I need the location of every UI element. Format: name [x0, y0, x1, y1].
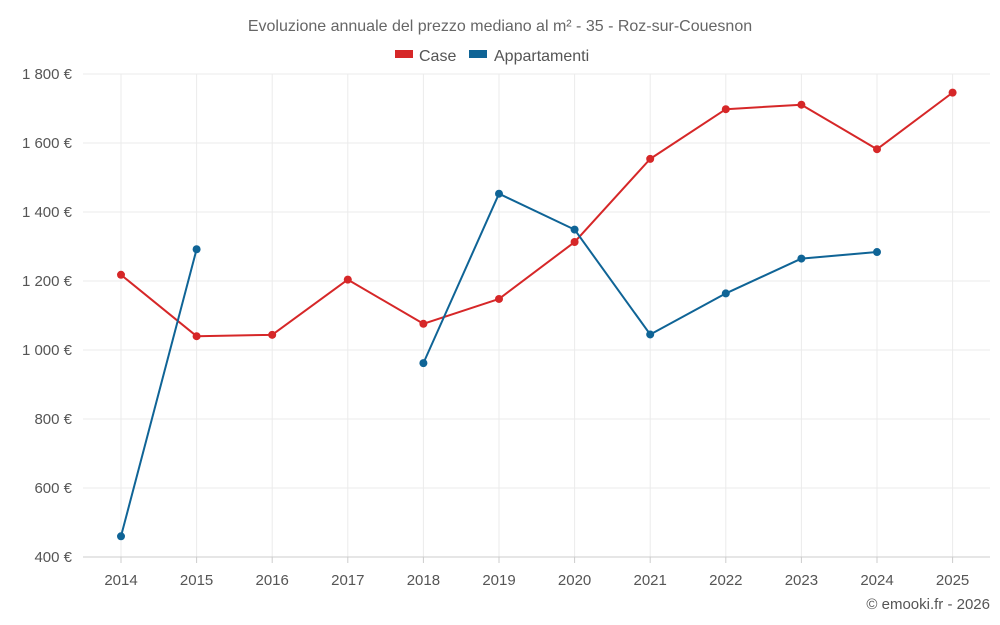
series-line-appartamenti	[120, 249, 198, 537]
legend: Case Appartamenti	[395, 48, 589, 65]
x-tick-label: 2023	[785, 572, 818, 589]
data-point-appartamenti-2022[interactable]	[721, 289, 730, 298]
x-tick-label: 2022	[709, 572, 742, 589]
x-tick-label: 2020	[558, 572, 591, 589]
data-point-case-2025[interactable]	[948, 88, 957, 97]
series	[117, 88, 957, 541]
x-tick-label: 2025	[936, 572, 969, 589]
data-point-appartamenti-2019[interactable]	[495, 189, 503, 198]
x-tick-label: 2021	[634, 572, 667, 589]
data-point-appartamenti-2020[interactable]	[570, 225, 579, 234]
gridlines	[83, 73, 990, 557]
legend-label-appartamenti: Appartamenti	[494, 48, 589, 65]
y-tick-label: 1 800 €	[22, 66, 73, 83]
data-point-appartamenti-2023[interactable]	[797, 254, 806, 263]
data-point-appartamenti-2018[interactable]	[419, 359, 428, 368]
data-point-case-2017[interactable]	[343, 275, 352, 284]
data-point-appartamenti-2024[interactable]	[873, 248, 881, 257]
x-tick-label: 2017	[331, 572, 364, 589]
data-point-appartamenti-2015[interactable]	[192, 245, 201, 254]
legend-label-case: Case	[419, 48, 456, 65]
credit-text: © emooki.fr - 2026	[866, 596, 990, 613]
data-point-case-2018[interactable]	[419, 319, 428, 328]
y-tick-label: 1 600 €	[22, 135, 73, 152]
axes: 400 € 600 € 800 € 1 000 € 1 200 € 1 400 € 1 60…	[22, 66, 990, 589]
data-point-case-2022[interactable]	[721, 105, 730, 114]
series-appartamenti	[117, 189, 881, 541]
x-tick-label: 2014	[104, 572, 137, 589]
y-tick-label: 800 €	[34, 411, 72, 428]
data-point-case-2019[interactable]	[495, 294, 503, 303]
series-line-case	[120, 91, 954, 338]
x-tick-label: 2015	[180, 572, 213, 589]
y-tick-label: 1 000 €	[22, 342, 73, 359]
legend-item-case[interactable]: Case	[395, 48, 456, 65]
legend-swatch-case	[395, 50, 413, 58]
series-case	[117, 88, 957, 341]
data-point-case-2016[interactable]	[268, 330, 277, 339]
data-point-appartamenti-2014[interactable]	[117, 532, 125, 541]
y-tick-label: 1 400 €	[22, 204, 73, 221]
chart-title: Evoluzione annuale del prezzo mediano al…	[248, 18, 752, 35]
data-point-case-2020[interactable]	[570, 238, 579, 247]
data-point-appartamenti-2021[interactable]	[646, 330, 655, 339]
x-tick-label: 2024	[860, 572, 893, 589]
x-tick-label: 2019	[482, 572, 515, 589]
data-point-case-2024[interactable]	[873, 145, 881, 154]
y-tick-label: 600 €	[34, 480, 72, 497]
y-tick-label: 400 €	[34, 549, 72, 566]
legend-swatch-appartamenti	[469, 50, 487, 58]
data-point-case-2014[interactable]	[117, 270, 125, 279]
data-point-case-2023[interactable]	[797, 100, 806, 109]
y-tick-label: 1 200 €	[22, 273, 73, 290]
data-point-case-2021[interactable]	[646, 154, 655, 163]
data-point-case-2015[interactable]	[192, 332, 201, 341]
legend-item-appartamenti[interactable]: Appartamenti	[469, 48, 589, 65]
x-tick-label: 2016	[256, 572, 289, 589]
x-tick-label: 2018	[407, 572, 440, 589]
